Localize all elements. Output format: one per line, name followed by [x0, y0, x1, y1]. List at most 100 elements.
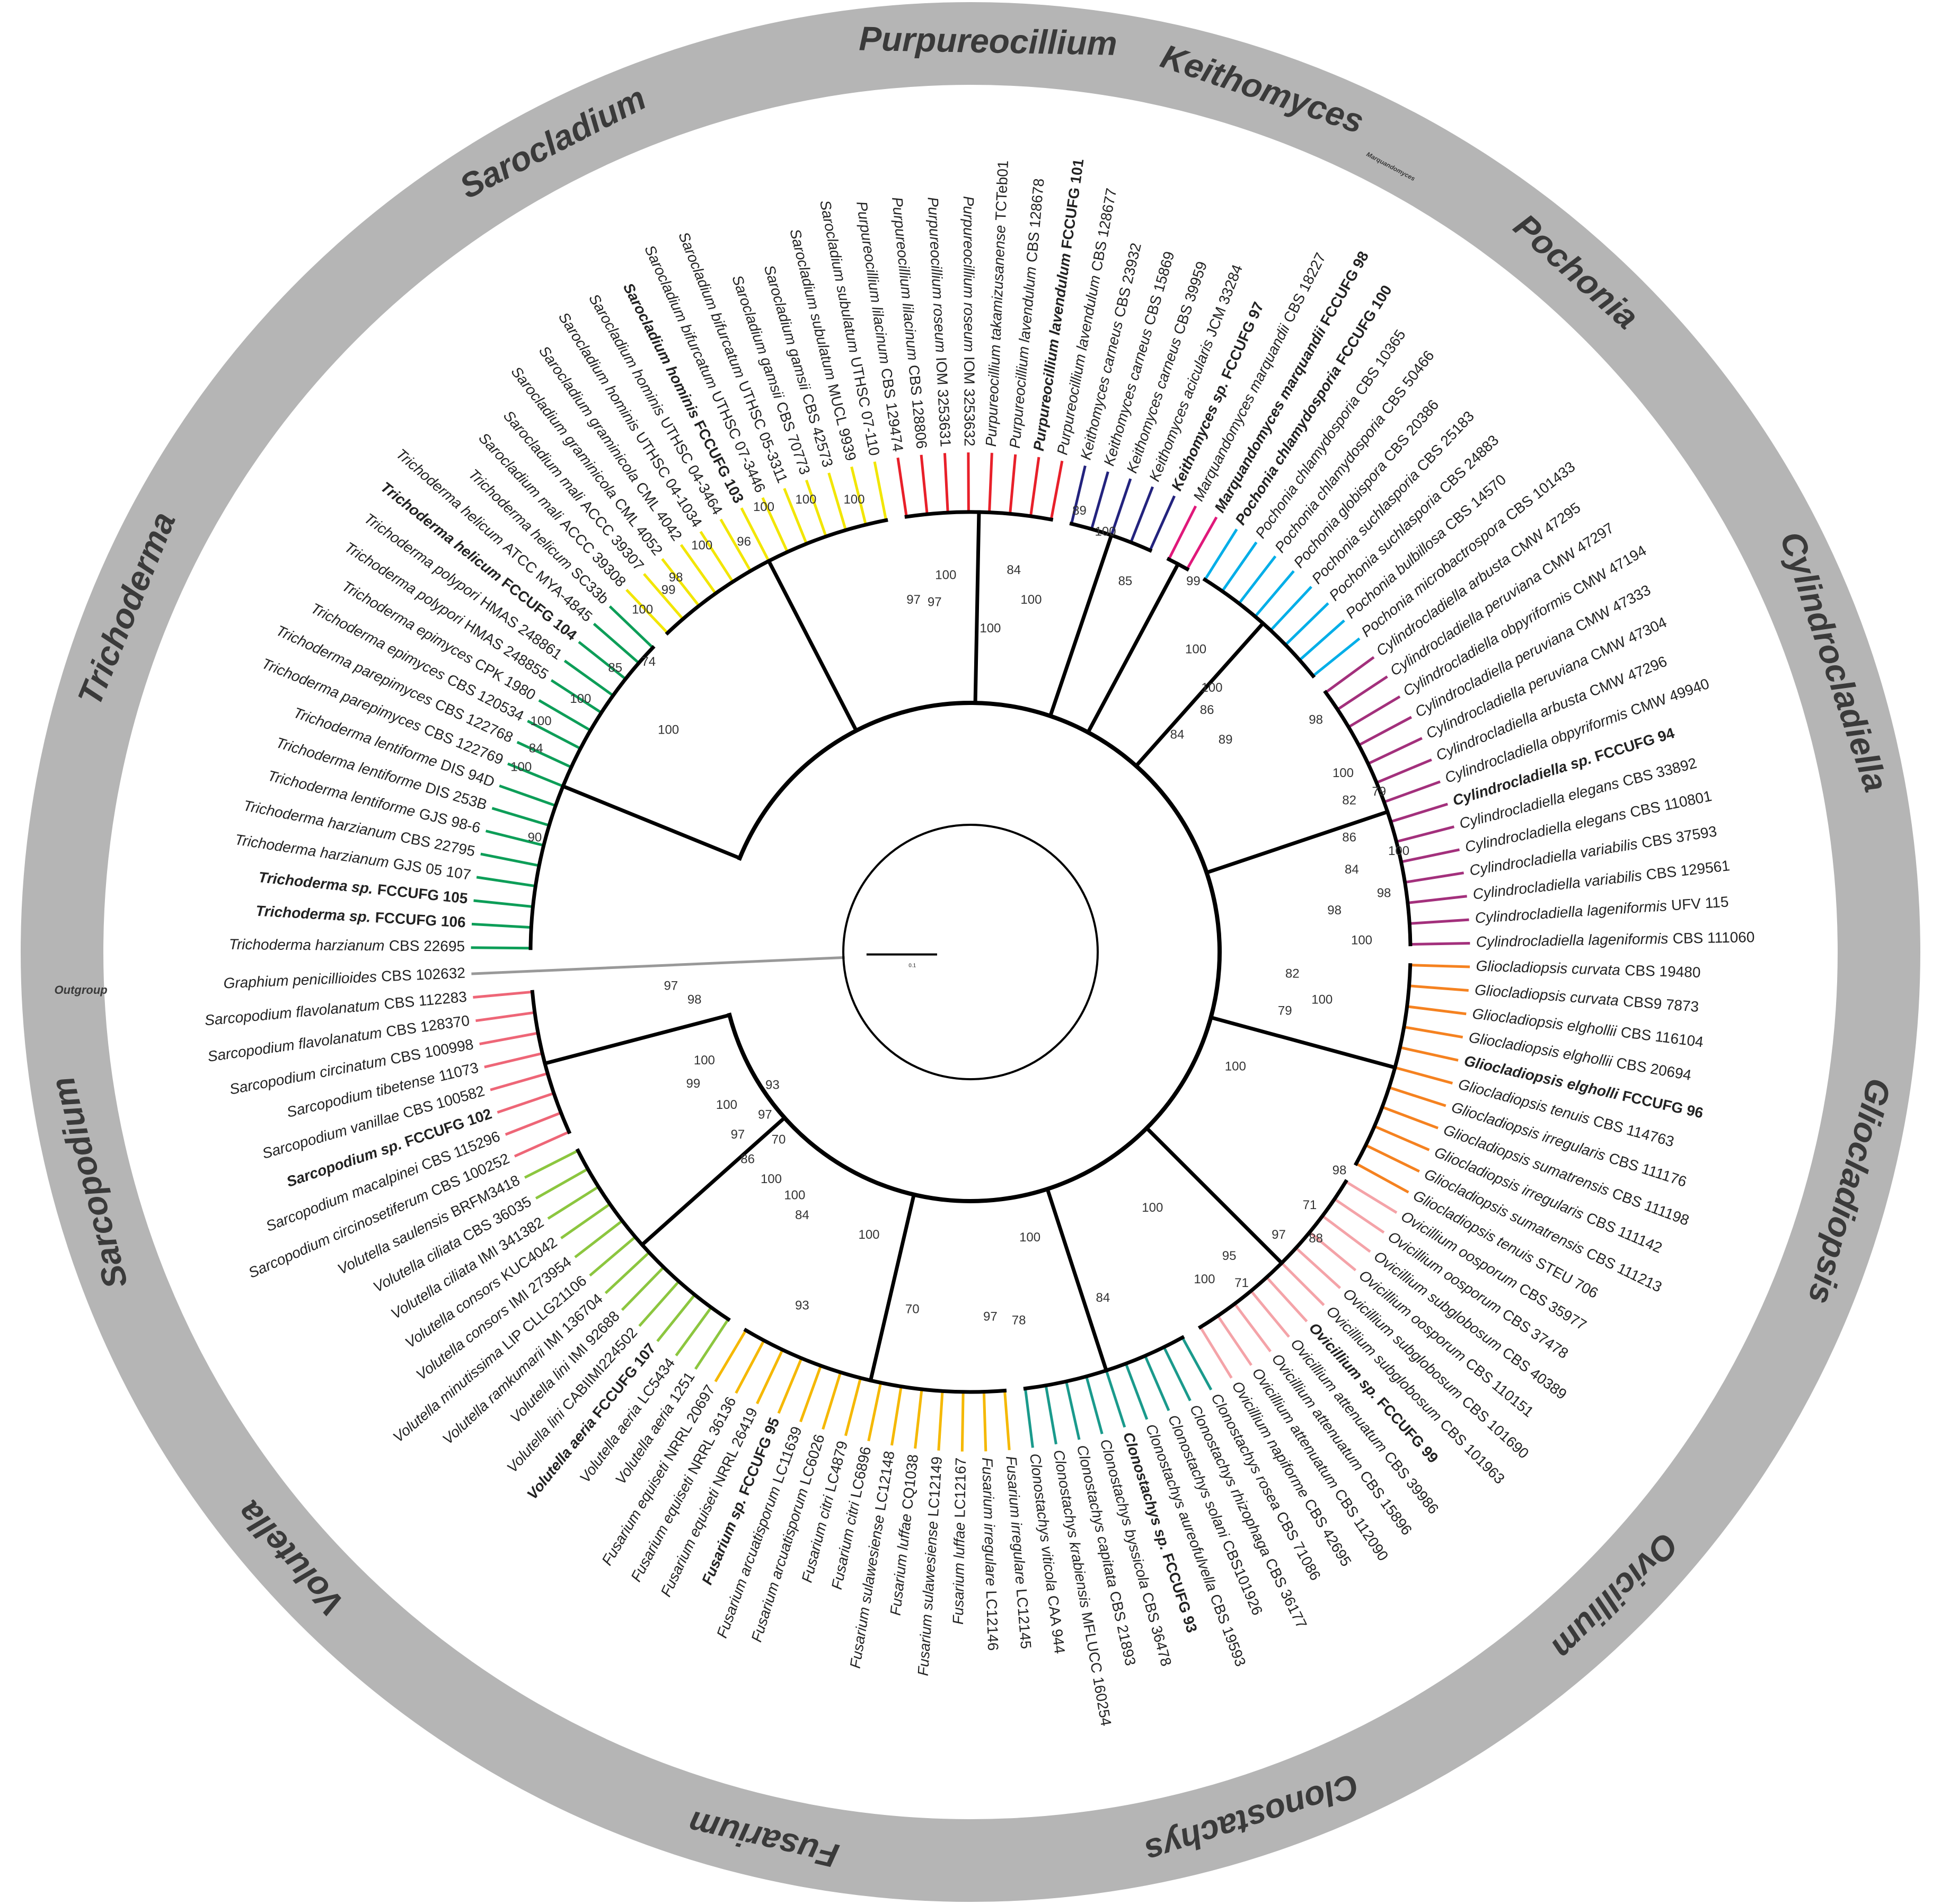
support-value: 70 — [772, 1132, 786, 1147]
leaf-branch — [1105, 1369, 1126, 1428]
support-value: 99 — [686, 1077, 701, 1091]
support-value: 100 — [1142, 1201, 1163, 1215]
clade-stem — [1085, 561, 1181, 735]
taxon-name: Cylindrocladiella lageniformis — [1476, 930, 1669, 950]
support-value: 100 — [795, 492, 816, 507]
leaf-branch — [1374, 758, 1432, 784]
strain-code: FCCUFG 106 — [375, 910, 466, 931]
taxon-name: Graphium penicillioides — [223, 968, 377, 992]
leaf-branch — [560, 1202, 612, 1240]
leaf-branch — [661, 558, 701, 608]
support-value: 100 — [1388, 844, 1409, 858]
leaf-label: Fusarium irregulare LC12146 — [979, 1457, 1001, 1651]
strain-code: IOM 3253631 — [933, 357, 954, 447]
leaf-branch — [1064, 1380, 1081, 1440]
leaf-branch — [1407, 984, 1469, 992]
leaf-branch — [850, 466, 868, 526]
taxon-name: Sarcopodium flavolanatum — [204, 997, 381, 1029]
leaf-branch — [1409, 964, 1470, 968]
support-value: 100 — [1185, 642, 1206, 656]
leaf-branch — [643, 573, 685, 621]
support-value: 99 — [661, 583, 676, 597]
strain-code: CBS 37593 — [1640, 823, 1718, 851]
clade-label: Outgroup — [54, 983, 107, 997]
strain-code: TCTeb01 — [993, 160, 1012, 221]
leaf-branch — [867, 1381, 883, 1442]
leaf-branch — [1148, 495, 1176, 552]
leaf-branch — [675, 1306, 713, 1356]
strain-code: CBS 36478 — [1139, 1591, 1175, 1668]
leaf-branch — [625, 588, 669, 635]
leaf-label: Purpureocillium takamizusanense TCTeb01 — [983, 160, 1011, 447]
clade-stem — [766, 558, 859, 734]
leaf-branch — [822, 1370, 842, 1430]
leaf-branch — [844, 1376, 862, 1436]
leaf-label: Cylindrocladiella lageniformis UFV 115 — [1475, 894, 1729, 927]
strain-code: IOM 3253632 — [961, 356, 978, 446]
strain-code: CBS 20694 — [1615, 1054, 1692, 1083]
leaf-branch — [1408, 918, 1469, 925]
leaf-branch — [1357, 716, 1413, 747]
strain-code: CBS 111176 — [1607, 1150, 1689, 1190]
strain-code: LC6896 — [848, 1445, 874, 1499]
leaf-branch — [1203, 528, 1238, 582]
leaf-branch — [1324, 656, 1375, 694]
support-value: 98 — [1327, 903, 1342, 918]
support-value: 98 — [669, 570, 683, 585]
support-value: 88 — [1309, 1231, 1323, 1246]
support-value: 100 — [632, 603, 653, 617]
leaf-branch — [471, 922, 533, 929]
taxon-name: Purpureocillium roseum — [960, 196, 977, 352]
leaf-branch — [1090, 471, 1109, 531]
support-value: 100 — [1311, 992, 1333, 1007]
strain-code: CBS 19480 — [1625, 962, 1701, 981]
clade-stem — [1048, 533, 1114, 719]
support-value: 100 — [658, 722, 679, 737]
support-value: 74 — [641, 655, 656, 669]
leaf-branch — [480, 852, 541, 868]
taxon-name: Fusarium sulawesiense — [915, 1521, 941, 1677]
support-value: 100 — [570, 692, 591, 706]
support-value: 85 — [1118, 574, 1133, 588]
support-value: 100 — [694, 1053, 715, 1068]
leaf-branch — [1399, 848, 1460, 863]
strain-code: CBS 116104 — [1620, 1024, 1704, 1051]
leaf-branch — [593, 622, 641, 665]
leaf-branch — [527, 719, 583, 751]
support-value: 100 — [753, 500, 774, 514]
support-value: 98 — [1377, 886, 1391, 901]
leaf-branch — [475, 1011, 536, 1022]
strain-code: CBS9 7873 — [1622, 993, 1699, 1015]
strain-code: CBS 23932 — [1111, 241, 1144, 319]
support-value: 100 — [510, 760, 532, 774]
leaf-branch — [516, 741, 574, 769]
support-value: 79 — [1278, 1003, 1292, 1018]
strain-code: CBS 102632 — [381, 965, 465, 985]
strain-code: CBS 22695 — [389, 938, 465, 955]
leaf-branch — [1395, 825, 1455, 843]
strain-code: CAA 944 — [1044, 1594, 1068, 1655]
support-value: 86 — [1342, 830, 1356, 844]
support-value: 97 — [928, 595, 942, 610]
leaf-branch — [1405, 1004, 1467, 1016]
leaf-branch — [473, 990, 534, 999]
strain-code: FCCUFG 101 — [1058, 158, 1087, 250]
leaf-branch — [987, 453, 993, 514]
leaf-branch — [982, 1390, 987, 1452]
leaf-branch — [1070, 465, 1087, 526]
leaf-branch — [1237, 555, 1277, 606]
support-value: 71 — [1303, 1198, 1317, 1212]
strain-code: CBS 128370 — [385, 1012, 471, 1041]
leaf-branch — [608, 605, 655, 650]
taxon-name: Trichoderma sp. — [258, 869, 374, 897]
clade-stem — [1144, 1125, 1285, 1266]
support-value: 71 — [1234, 1276, 1249, 1290]
support-value: 93 — [795, 1298, 809, 1312]
clade-stem — [542, 1012, 732, 1066]
support-value: 95 — [1222, 1249, 1237, 1263]
leaf-branch — [777, 1356, 804, 1414]
leaf-branch — [574, 1219, 624, 1258]
leaf-branch — [719, 518, 753, 573]
